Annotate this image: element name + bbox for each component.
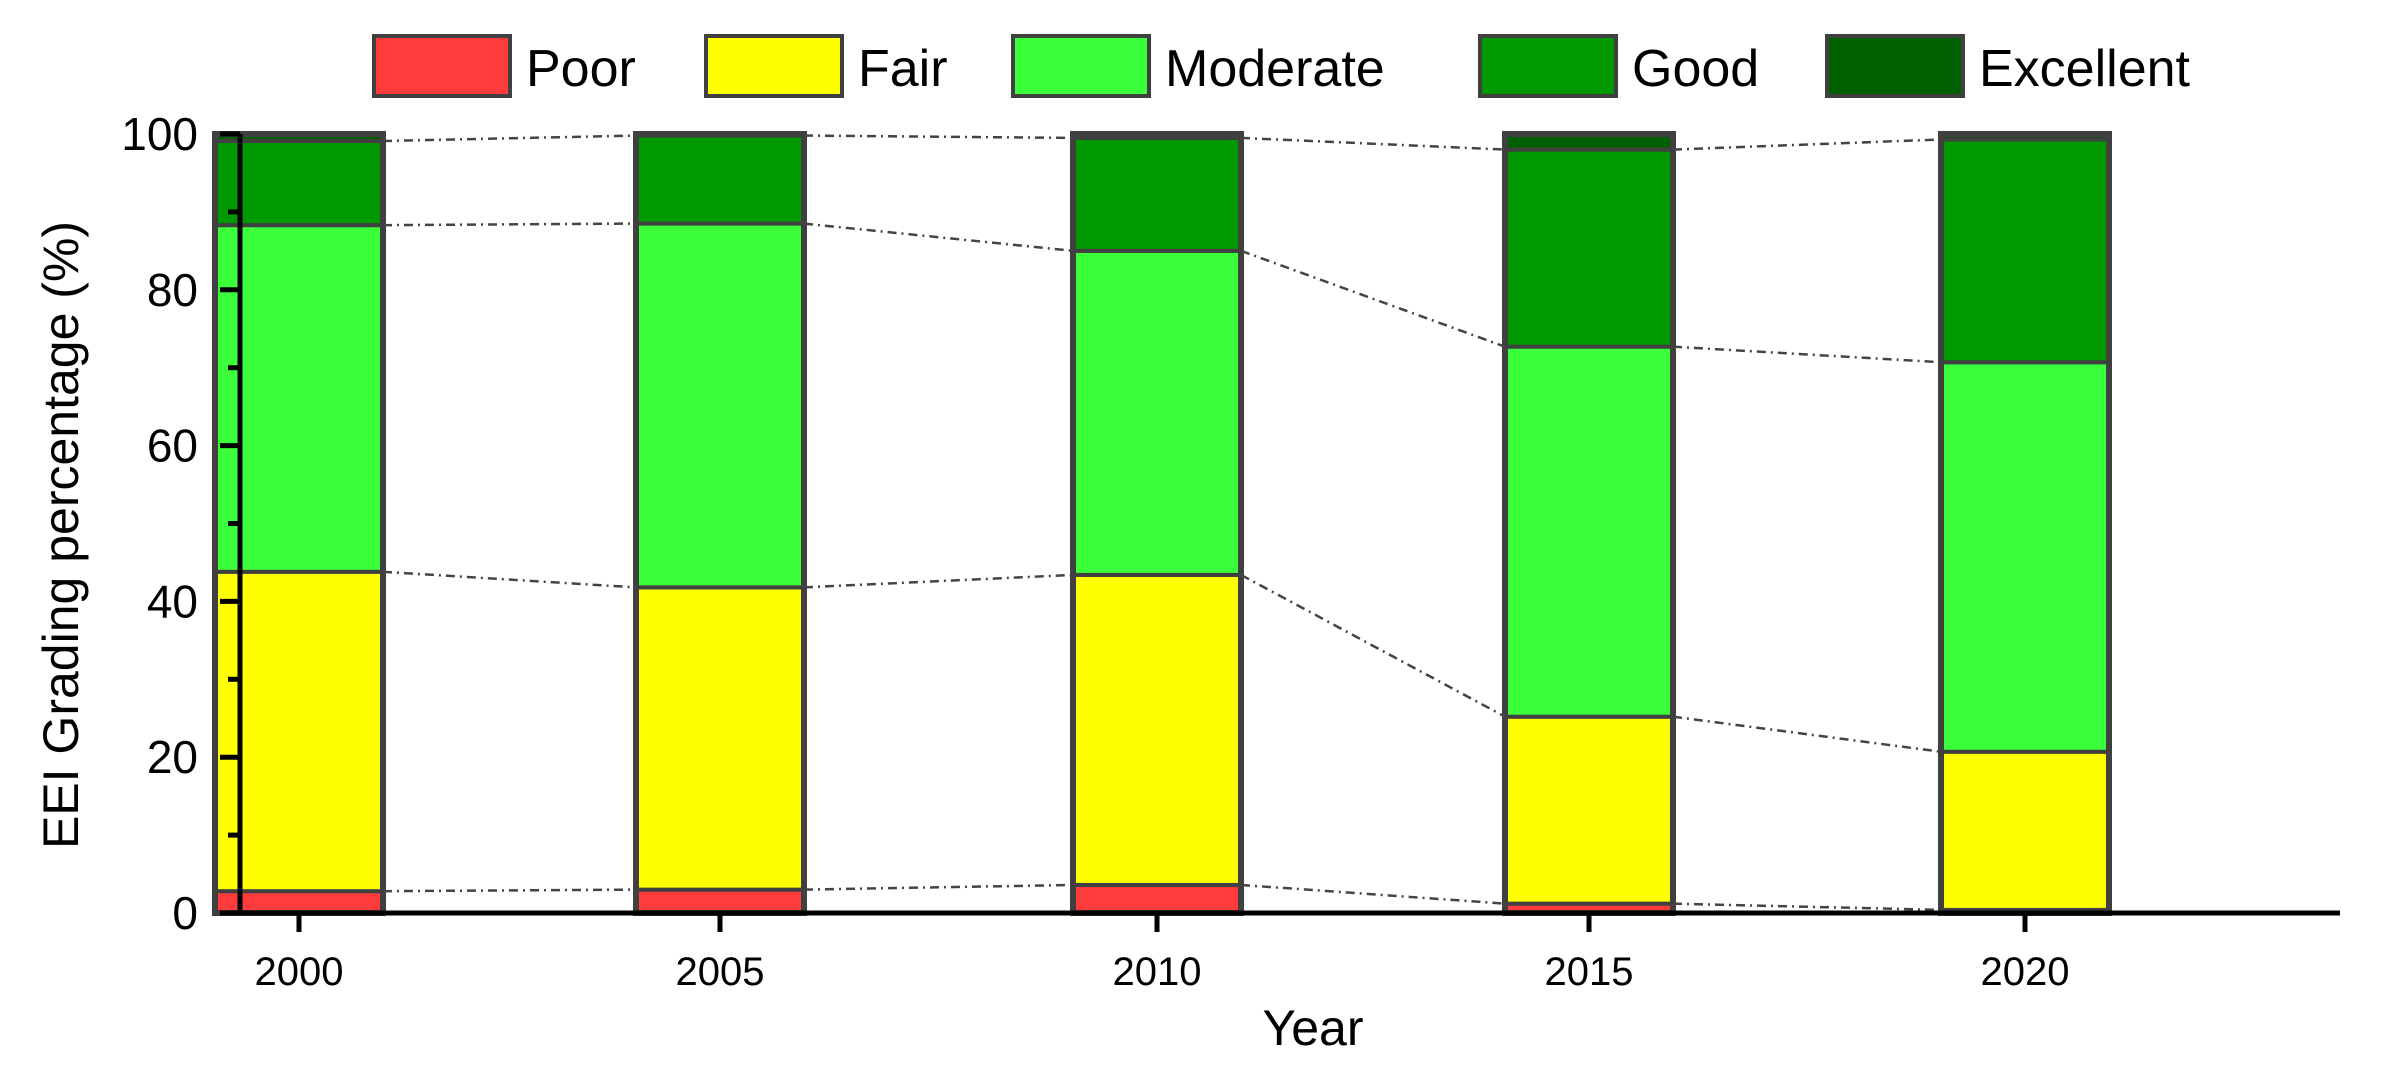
x-tick-label: 2015 (1545, 950, 1634, 994)
connector-fair (382, 570, 637, 589)
legend-swatch-fair (704, 34, 844, 98)
connector-moderate (1672, 345, 1942, 364)
bar-segment-moderate-2015 (1503, 344, 1675, 719)
legend-swatch-poor (372, 34, 512, 98)
bar-segment-fair-2020 (1939, 749, 2111, 912)
x-tick-label: 2020 (1981, 950, 2070, 994)
connector-good (803, 134, 1074, 140)
y-tick-label: 0 (172, 887, 198, 939)
bar-segment-fair-2010 (1071, 572, 1243, 887)
connector-poor (803, 883, 1074, 891)
x-tick-label: 2010 (1113, 950, 1202, 994)
legend-swatch-excellent (1825, 34, 1965, 98)
bars (212, 131, 2112, 916)
connector-fair (803, 573, 1074, 589)
connector-moderate (382, 222, 637, 227)
bar-segment-fair-2000 (213, 569, 385, 894)
legend-swatch-moderate (1011, 34, 1151, 98)
legend-label-poor: Poor (526, 40, 636, 98)
bar-segment-good-2020 (1939, 137, 2111, 365)
connector-moderate (803, 222, 1074, 253)
bar-segment-poor-2005 (634, 887, 806, 916)
legend: Poor Fair Moderate Good Excellent (372, 34, 2191, 98)
y-tick-label: 80 (147, 264, 198, 316)
bar-segment-fair-2005 (634, 585, 806, 892)
bar-segment-moderate-2005 (634, 221, 806, 590)
bar-segment-moderate-2020 (1939, 360, 2111, 754)
legend-label-fair: Fair (858, 40, 948, 98)
y-tick-label: 20 (147, 731, 198, 783)
legend-swatch-good (1478, 34, 1618, 98)
x-tick-label: 2000 (255, 950, 344, 994)
bar-segment-moderate-2010 (1071, 248, 1243, 577)
legend-label-excellent: Excellent (1979, 40, 2191, 98)
bar-segment-fair-2015 (1503, 714, 1675, 906)
connector-poor (1672, 902, 1942, 912)
x-ticks: 2000 2005 2010 2015 2020 (255, 913, 2070, 994)
connector-moderate (1240, 249, 1506, 348)
bar-segment-good-2000 (213, 139, 385, 228)
bar-segment-good-2005 (634, 133, 806, 226)
connector-good (1672, 138, 1942, 151)
y-axis-title: EEI Grading percentage (%) (33, 221, 89, 849)
connector-good (382, 134, 637, 143)
y-ticks: 0 20 40 60 80 100 (121, 108, 240, 939)
x-tick-label: 2005 (676, 950, 765, 994)
bar-segment-good-2010 (1071, 135, 1243, 253)
y-tick-label: 40 (147, 575, 198, 627)
x-axis-title: Year (1262, 1000, 1363, 1056)
connector-poor (382, 888, 637, 893)
y-tick-label: 60 (147, 420, 198, 472)
bar-segment-good-2015 (1503, 147, 1675, 349)
connector-poor (1240, 883, 1506, 905)
y-tick-label: 100 (121, 108, 198, 160)
connector-good (1240, 136, 1506, 151)
connector-fair (1240, 573, 1506, 718)
legend-label-good: Good (1632, 40, 1759, 98)
connector-fair (1672, 715, 1942, 753)
legend-label-moderate: Moderate (1165, 40, 1385, 98)
bar-segment-poor-2010 (1071, 882, 1243, 915)
connector-lines (382, 134, 1942, 912)
